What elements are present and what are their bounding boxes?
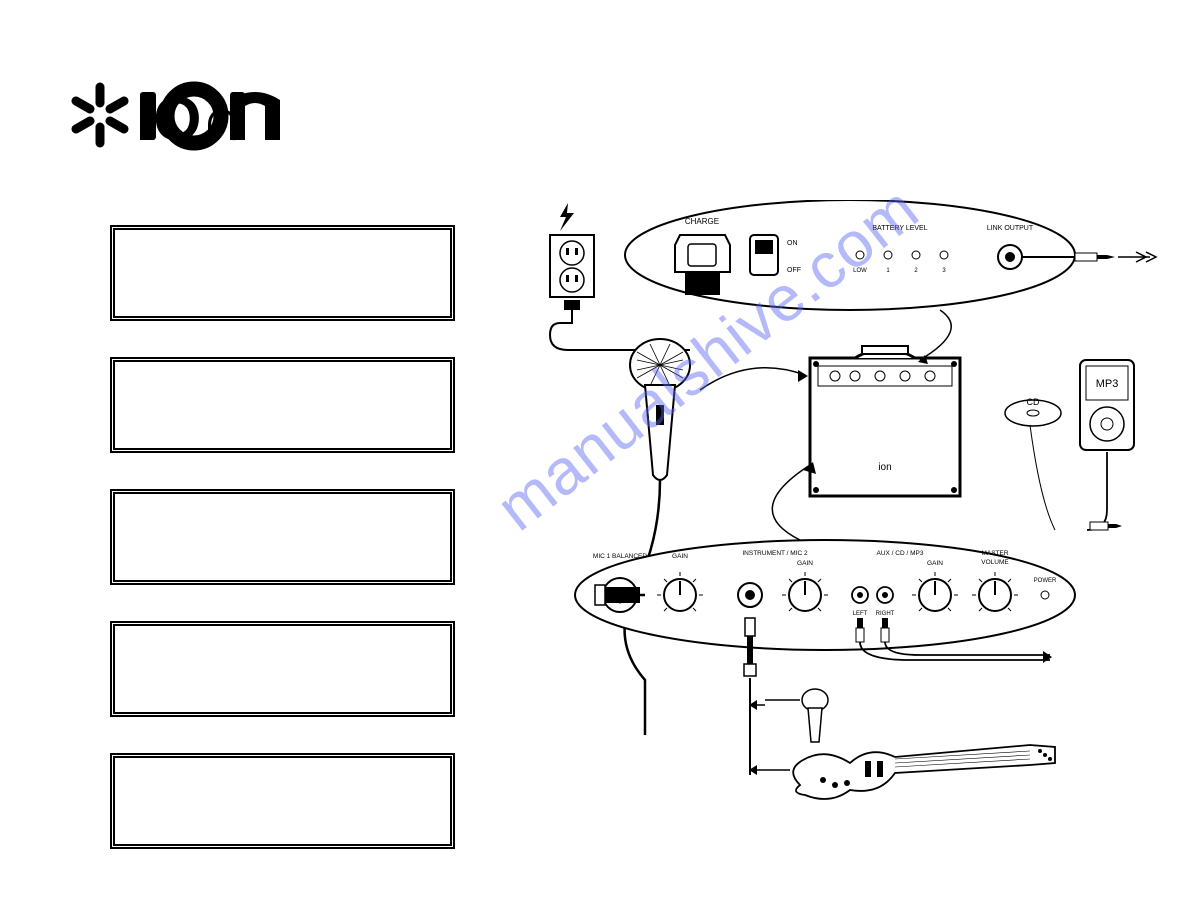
- svg-text:MASTER: MASTER: [981, 550, 1008, 557]
- svg-text:MIC 1 BALANCED: MIC 1 BALANCED: [593, 553, 647, 560]
- svg-text:LEFT: LEFT: [853, 611, 868, 617]
- connection-diagram: CHARGE ON OFF BATTERY LEVEL LOW 1 2 3 LI…: [540, 200, 1160, 840]
- svg-text:LINK OUTPUT: LINK OUTPUT: [987, 225, 1034, 232]
- language-boxes-column: [110, 225, 455, 849]
- ion-logo: IO∩: [70, 70, 300, 165]
- svg-text:LOW: LOW: [853, 268, 867, 274]
- svg-text:CD: CD: [1027, 397, 1040, 407]
- top-rear-panel: CHARGE ON OFF BATTERY LEVEL LOW 1 2 3 LI…: [625, 200, 1075, 310]
- svg-text:CHARGE: CHARGE: [685, 217, 719, 226]
- mp3-player: MP3: [1080, 360, 1134, 450]
- svg-text:BATTERY LEVEL: BATTERY LEVEL: [872, 225, 927, 232]
- secondary-mic: [765, 689, 828, 742]
- front-panel: MIC 1 BALANCED GAIN INSTRUMENT / MIC 2 G…: [575, 540, 1075, 650]
- microphone: [625, 339, 690, 735]
- box-5: [110, 753, 455, 849]
- cd-icon: CD: [1005, 397, 1061, 426]
- speaker-cabinet: ion: [810, 346, 960, 496]
- box-2: [110, 357, 455, 453]
- electric-guitar: [793, 745, 1055, 799]
- svg-text:GAIN: GAIN: [927, 560, 943, 567]
- box-1: [110, 225, 455, 321]
- svg-text:GAIN: GAIN: [672, 553, 688, 560]
- svg-text:INSTRUMENT / MIC 2: INSTRUMENT / MIC 2: [742, 550, 808, 557]
- svg-text:MP3: MP3: [1096, 378, 1119, 390]
- svg-text:RIGHT: RIGHT: [876, 611, 895, 617]
- svg-text:POWER: POWER: [1034, 578, 1057, 584]
- svg-text:ON: ON: [787, 240, 798, 247]
- svg-text:GAIN: GAIN: [797, 560, 813, 567]
- box-4: [110, 621, 455, 717]
- svg-text:OFF: OFF: [787, 267, 801, 274]
- box-3: [110, 489, 455, 585]
- svg-text:AUX / CD / MP3: AUX / CD / MP3: [877, 550, 924, 557]
- svg-text:VOLUME: VOLUME: [981, 559, 1009, 566]
- svg-text:ion: ion: [878, 462, 891, 473]
